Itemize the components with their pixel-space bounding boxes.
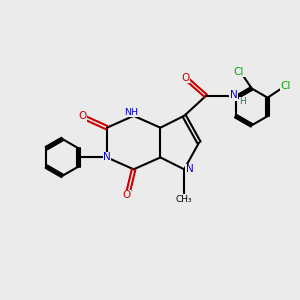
Text: O: O [181, 73, 189, 83]
Text: H: H [239, 97, 246, 106]
Text: Cl: Cl [280, 81, 291, 91]
Text: O: O [78, 111, 86, 122]
Text: N: N [230, 90, 238, 100]
Text: N: N [103, 152, 111, 162]
Text: NH: NH [124, 108, 138, 117]
Text: N: N [186, 164, 194, 174]
Text: CH₃: CH₃ [176, 195, 193, 204]
Text: O: O [122, 190, 130, 200]
Text: Cl: Cl [234, 67, 244, 76]
